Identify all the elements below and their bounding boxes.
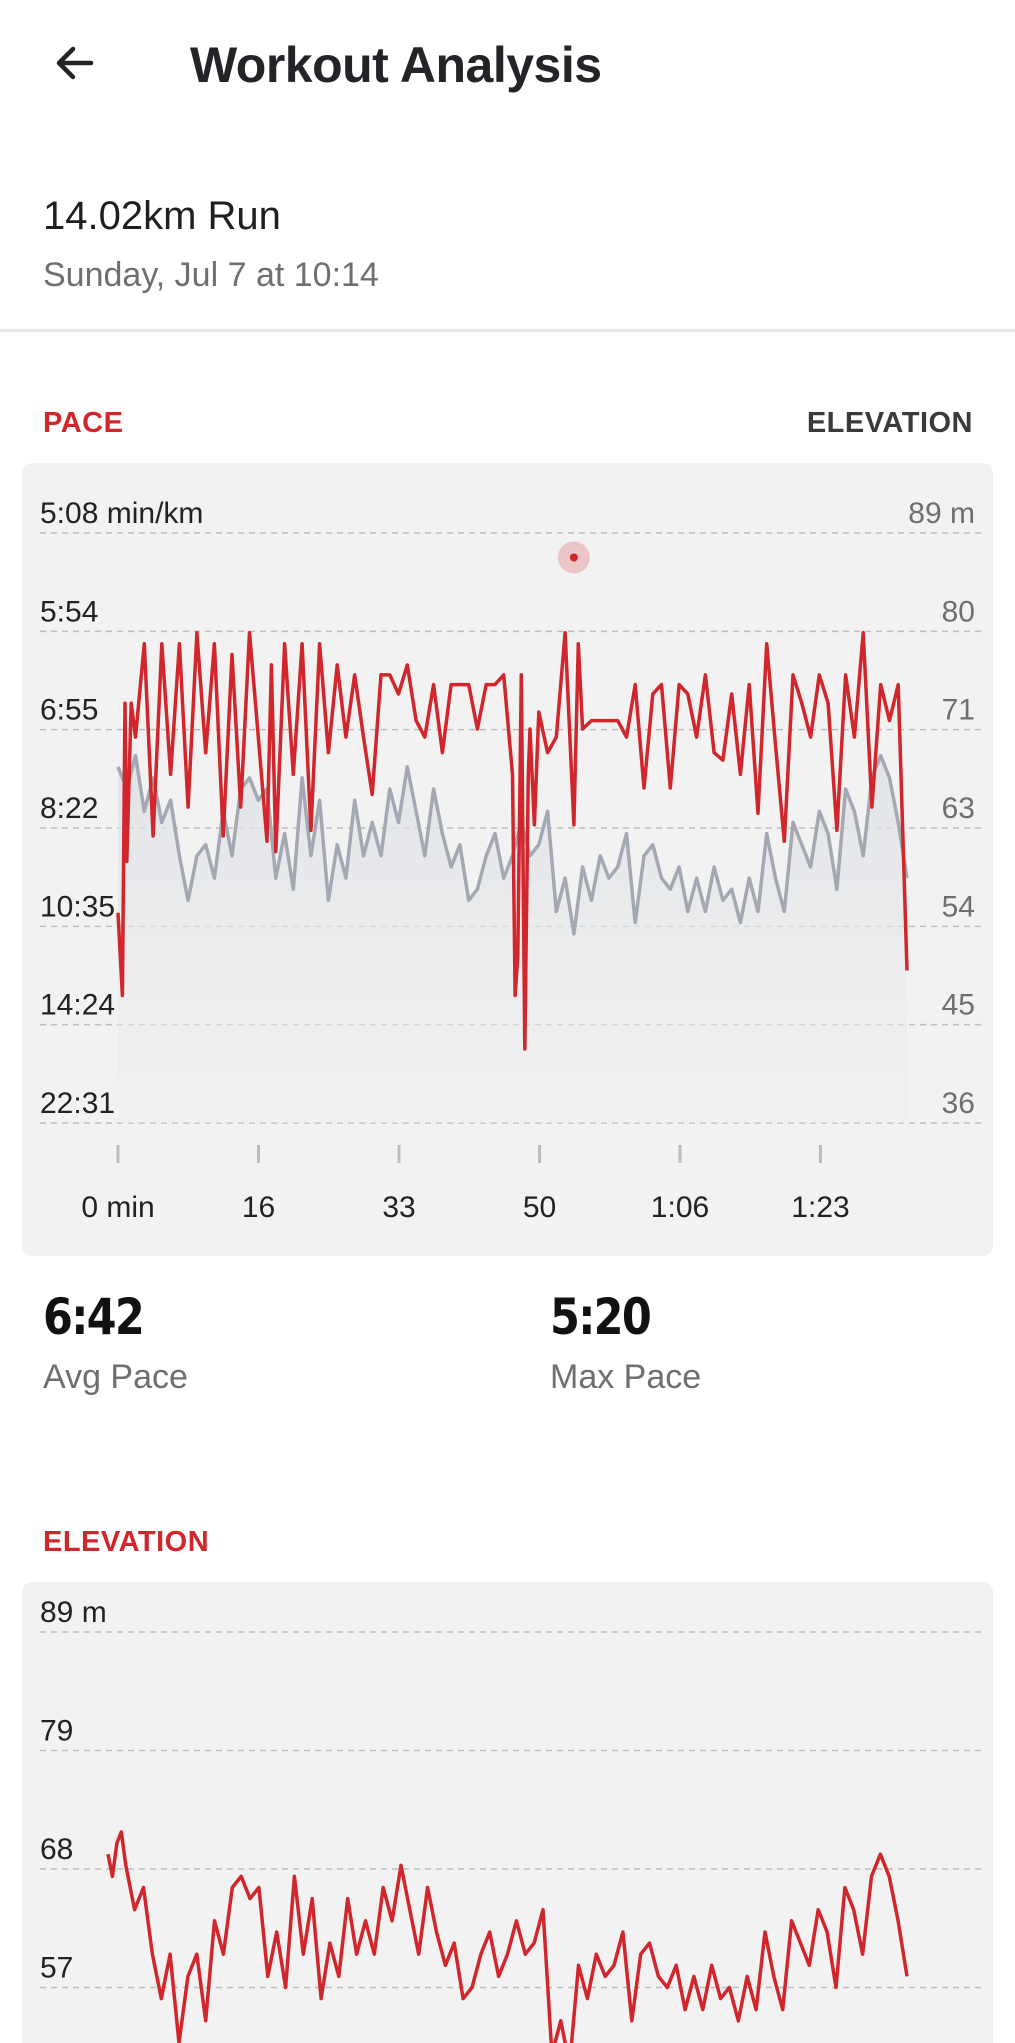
elevation-axis-tick: 89 m: [908, 497, 975, 530]
pace-axis-tick: 6:55: [40, 694, 98, 727]
elevation-line: [106, 1830, 909, 2043]
x-tick-label: 0 min: [81, 1191, 154, 1224]
pace-axis-tick: 8:22: [40, 792, 98, 825]
avg-pace-stat: 6:42 Avg Pace: [43, 1288, 188, 1397]
x-tick-label: 33: [382, 1191, 415, 1224]
pace-highlight-dot: [569, 553, 578, 562]
pace-chart[interactable]: 5:08 min/km 89 m 5:54 80 6:55 71 8:22 63 10:35 54…: [22, 463, 993, 1256]
app-bar: Workout Analysis: [0, 0, 1015, 140]
workout-name: 14.02km Run: [43, 194, 281, 238]
arrow-left-icon: [56, 46, 94, 80]
pace-line: [116, 630, 909, 1051]
x-tick-label: 50: [523, 1191, 556, 1224]
pace-axis-tick: 22:31: [40, 1087, 115, 1120]
x-tick-label: 1:23: [791, 1191, 849, 1224]
workout-header: 14.02km Run Sunday, Jul 7 at 10:14: [0, 180, 1015, 332]
elevation-axis-tick: 89 m: [40, 1596, 107, 1629]
x-tick-label: 16: [242, 1191, 275, 1224]
elevation-axis-tick: 54: [942, 890, 975, 923]
avg-pace-label: Avg Pace: [43, 1358, 188, 1396]
elevation-chart[interactable]: 89 m 79 68 57: [22, 1582, 993, 2043]
avg-pace-value: 6:42: [43, 1288, 145, 1346]
elevation-chart-card[interactable]: 89 m 79 68 57: [22, 1582, 993, 2043]
max-pace-stat: 5:20 Max Pace: [550, 1288, 701, 1397]
elevation-area: [118, 755, 907, 1123]
elevation-axis-tick: 79: [40, 1715, 73, 1748]
pace-section-title: PACE: [43, 407, 124, 439]
page-title: Workout Analysis: [190, 37, 602, 93]
elevation-axis-tick: 68: [40, 1833, 73, 1866]
max-pace-value: 5:20: [550, 1288, 652, 1346]
elevation-axis-tick: 36: [942, 1087, 975, 1120]
elevation-axis-tick: 80: [942, 595, 975, 628]
elevation-toggle[interactable]: ELEVATION: [806, 407, 973, 439]
pace-axis-tick: 5:54: [40, 595, 98, 628]
elevation-section-title: ELEVATION: [43, 1526, 210, 1558]
pace-axis-tick: 5:08 min/km: [40, 497, 203, 530]
workout-date: Sunday, Jul 7 at 10:14: [43, 256, 379, 294]
pace-chart-card[interactable]: 5:08 min/km 89 m 5:54 80 6:55 71 8:22 63 10:35 54…: [22, 463, 993, 1256]
pace-axis-tick: 10:35: [40, 890, 115, 923]
max-pace-label: Max Pace: [550, 1358, 702, 1396]
pace-axis-tick: 14:24: [40, 989, 115, 1022]
elevation-axis-tick: 57: [40, 1952, 73, 1985]
x-tick-label: 1:06: [651, 1191, 709, 1224]
elevation-axis-tick: 63: [942, 792, 975, 825]
elevation-axis-tick: 71: [942, 694, 975, 727]
back-button[interactable]: [40, 28, 110, 98]
elevation-axis-tick: 45: [942, 989, 975, 1022]
